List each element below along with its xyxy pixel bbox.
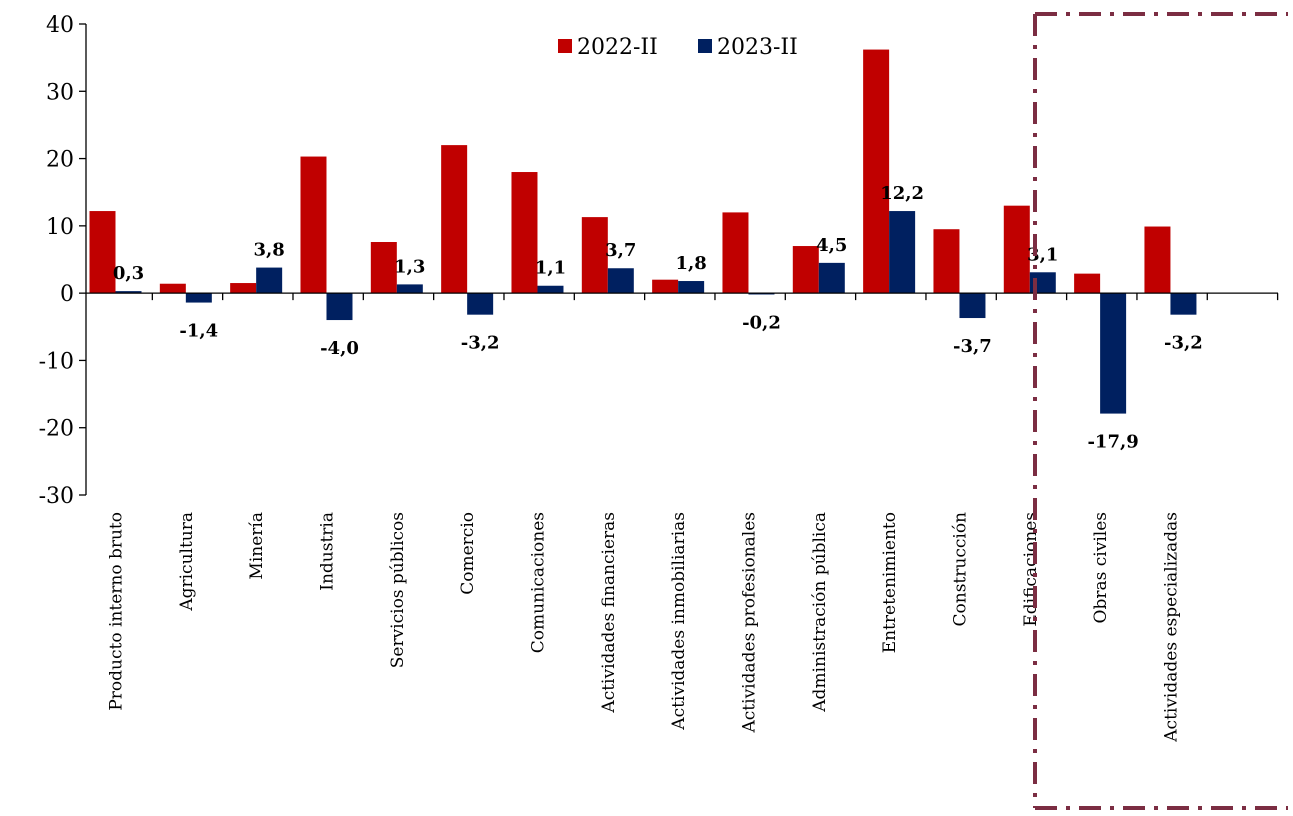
bar-2022-ii-mineria: [230, 283, 257, 294]
bar-2022-ii-comunicaciones: [511, 172, 538, 294]
bar-2022-ii-entretenimiento: [863, 49, 890, 294]
category-label-edificaciones: Edificaciones: [1021, 512, 1041, 627]
y-tick-label: 10: [46, 215, 74, 240]
x-axis: [86, 292, 1279, 301]
bar-2022-ii-edificaciones: [1003, 205, 1030, 294]
data-label-2023-ii: -0,2: [742, 312, 781, 333]
data-label-2023-ii: 3,7: [605, 240, 636, 261]
bar-2022-ii-actividades-inmobiliarias: [652, 279, 679, 294]
y-tick-label: 0: [60, 282, 74, 307]
bar-2023-ii-industria: [326, 293, 353, 321]
bar-2023-ii-agricultura: [185, 293, 212, 303]
bar-2022-ii-administracion-publica: [792, 246, 819, 294]
data-label-2023-ii: 0,3: [113, 263, 144, 284]
category-label-comunicaciones: Comunicaciones: [528, 512, 548, 653]
bar-2023-ii-entretenimiento: [889, 211, 916, 294]
data-label-2023-ii: -3,7: [953, 336, 992, 357]
data-label-2023-ii: 12,2: [880, 183, 924, 204]
legend-swatch-2023-ii: [698, 39, 712, 53]
data-label-2023-ii: -17,9: [1087, 432, 1138, 453]
bar-2022-ii-actividades-profesionales: [722, 212, 749, 294]
bar-2023-ii-obras-civiles: [1100, 293, 1127, 414]
y-tick-label: 20: [46, 148, 74, 173]
y-tick-label: 30: [46, 80, 74, 105]
category-label-entretenimiento: Entretenimiento: [880, 512, 900, 653]
bar-2023-ii-mineria: [256, 267, 283, 294]
bar-2022-ii-actividades-especializadas: [1144, 226, 1171, 294]
data-label-2023-ii: -4,0: [320, 338, 359, 359]
data-label-2023-ii: -3,2: [461, 333, 500, 354]
series-2022-ii-bars: [89, 49, 1171, 294]
bar-2022-ii-obras-civiles: [1074, 273, 1101, 294]
y-tick-label: -20: [39, 417, 74, 442]
bar-2023-ii-actividades-inmobiliarias: [678, 281, 705, 294]
bar-2022-ii-comercio: [441, 145, 468, 294]
y-tick-label: -30: [39, 484, 74, 509]
category-label-mineria: Minería: [247, 512, 267, 580]
data-label-2023-ii: 3,8: [253, 240, 284, 261]
bar-2022-ii-construccion: [933, 229, 960, 294]
bar-2022-ii-servicios-publicos: [370, 242, 397, 294]
bar-2023-ii-actividades-profesionales: [748, 293, 775, 295]
y-axis: 40 30 20 10 0 -10 -20 -30: [39, 13, 87, 509]
bar-2023-ii-comercio: [467, 293, 494, 315]
data-label-2023-ii: -3,2: [1164, 333, 1203, 354]
category-labels: Producto interno bruto Agricultura Minería…: [107, 512, 1182, 743]
category-label-servicios-publicos: Servicios públicos: [388, 512, 408, 668]
data-label-2023-ii: 1,1: [535, 258, 566, 279]
data-label-2023-ii: -1,4: [179, 321, 218, 342]
series-2023-ii-bars: [115, 211, 1197, 414]
bar-2023-ii-administracion-publica: [818, 262, 845, 294]
legend-label-2022-ii: 2022-II: [577, 35, 658, 60]
category-label-actividades-financieras: Actividades financieras: [599, 512, 619, 714]
y-tick-label: -10: [39, 349, 74, 374]
y-tick-label: 40: [46, 13, 74, 38]
bar-2023-ii-construccion: [959, 293, 986, 319]
bar-2022-ii-actividades-financieras: [581, 217, 608, 294]
bar-2023-ii-comunicaciones: [537, 285, 564, 294]
data-label-2023-ii: 1,8: [675, 253, 706, 274]
construction-breakdown-box: [1033, 12, 1288, 810]
bar-2023-ii-producto-interno-bruto: [115, 291, 142, 294]
bar-2023-ii-actividades-especializadas: [1170, 293, 1197, 315]
bar-2022-ii-industria: [300, 156, 327, 294]
category-label-producto-interno-bruto: Producto interno bruto: [107, 512, 127, 711]
category-label-administracion-publica: Administración pública: [810, 512, 830, 713]
category-label-construccion: Construcción: [950, 512, 970, 627]
category-label-actividades-profesionales: Actividades profesionales: [739, 512, 759, 734]
data-label-2023-ii: 4,5: [816, 235, 847, 256]
legend: 2022-II 2023-II: [558, 35, 798, 60]
category-label-actividades-inmobiliarias: Actividades inmobiliarias: [669, 512, 689, 731]
category-label-obras-civiles: Obras civiles: [1091, 512, 1111, 623]
bar-2023-ii-servicios-publicos: [396, 284, 423, 294]
legend-label-2023-ii: 2023-II: [717, 35, 798, 60]
data-labels: 0,3 -1,4 3,8 -4,0 1,3 -3,2 1,1 3,7 1,8 -0,2 4,5 12,…: [113, 183, 1203, 453]
bar-2022-ii-agricultura: [159, 283, 186, 294]
category-label-actividades-especializadas: Actividades especializadas: [1161, 512, 1181, 743]
bar-2023-ii-actividades-financieras: [607, 268, 634, 294]
category-label-industria: Industria: [317, 512, 337, 591]
category-label-agricultura: Agricultura: [177, 512, 197, 612]
data-label-2023-ii: 1,3: [394, 256, 425, 277]
category-label-comercio: Comercio: [458, 512, 478, 595]
bar-2022-ii-producto-interno-bruto: [89, 211, 116, 294]
legend-swatch-2022-ii: [558, 39, 572, 53]
data-label-2023-ii: 3,1: [1027, 244, 1058, 265]
